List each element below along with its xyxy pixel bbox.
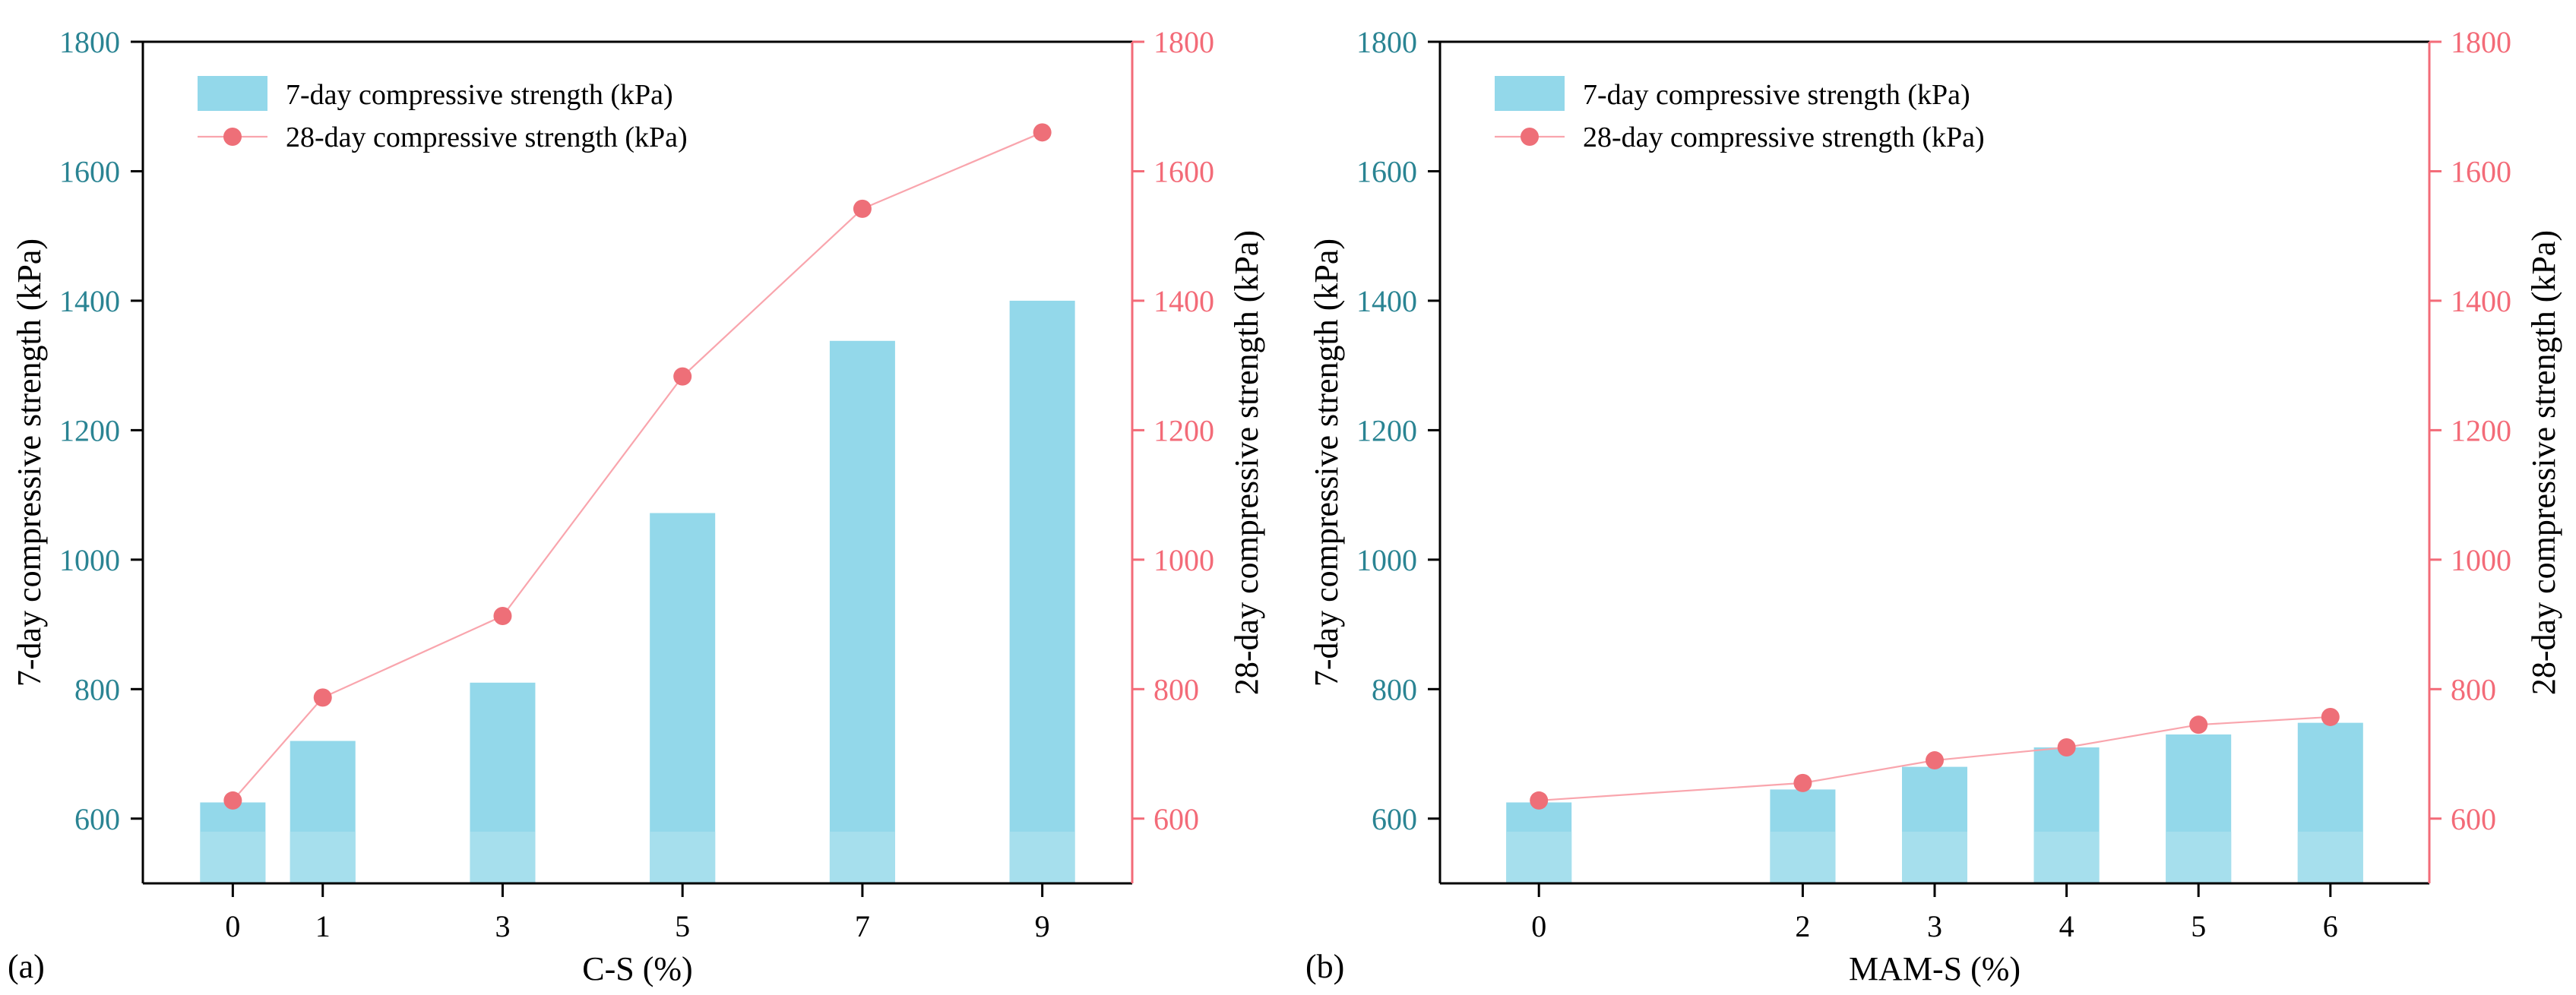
right-tick-label: 1000 [1154, 543, 1214, 577]
right-tick-label: 800 [1154, 672, 1199, 706]
bar-base [200, 832, 266, 883]
bar-base [1770, 832, 1836, 883]
left-tick-label: 800 [1372, 672, 1417, 706]
legend-label-7-day: 7-day compressive strength (kPa) [1583, 79, 1970, 111]
x-tick-label: 0 [1531, 909, 1546, 943]
legend: 7-day compressive strength (kPa) 28-day c… [198, 76, 688, 153]
panel-label: (b) [1305, 948, 1344, 985]
left-tick-label: 1200 [59, 413, 120, 447]
x-axis-title: MAM-S (%) [1849, 950, 2021, 987]
left-tick-label: 1400 [1356, 284, 1417, 318]
bar-base [650, 832, 716, 883]
right-tick-label: 1400 [1154, 284, 1214, 318]
data-point [2189, 715, 2208, 734]
left-tick-label: 800 [74, 672, 120, 706]
bar-base [2297, 832, 2363, 883]
bar-base [470, 832, 536, 883]
x-tick-label: 2 [1795, 909, 1810, 943]
right-tick-label: 1200 [1154, 413, 1214, 447]
left-tick-label: 1400 [59, 284, 120, 318]
left-tick-label: 600 [74, 802, 120, 836]
legend-label-7-day: 7-day compressive strength (kPa) [286, 79, 673, 111]
right-tick-label: 600 [1154, 802, 1199, 836]
bar-base [2033, 832, 2100, 883]
legend-label-28-day: 28-day compressive strength (kPa) [286, 122, 688, 153]
left-tick-label: 1600 [59, 154, 120, 188]
left-tick-label: 1800 [1356, 25, 1417, 59]
data-point [313, 688, 332, 707]
data-point [1793, 773, 1812, 792]
right-tick-label: 1600 [1154, 154, 1214, 188]
right-tick-label: 1400 [2451, 284, 2511, 318]
left-tick-label: 1000 [59, 543, 120, 577]
x-tick-label: 6 [2323, 909, 2338, 943]
left-tick-label: 1600 [1356, 154, 1417, 188]
left-tick-label: 1000 [1356, 543, 1417, 577]
y-axis-right-title: 28-day compressive strength (kPa) [2525, 230, 2562, 695]
y-axis-left-title: 7-day compressive strength (kPa) [1308, 238, 1345, 687]
x-tick-label: 5 [2191, 909, 2206, 943]
right-tick-label: 800 [2451, 672, 2496, 706]
data-point [673, 367, 692, 386]
legend: 7-day compressive strength (kPa) 28-day c… [1495, 76, 1985, 153]
right-tick-label: 1200 [2451, 413, 2511, 447]
left-tick-label: 1800 [59, 25, 120, 59]
legend-bar-swatch [198, 76, 267, 111]
bar-base [1902, 832, 1967, 883]
data-point [493, 606, 512, 625]
bar [829, 340, 895, 884]
data-point [853, 199, 872, 218]
bar-base [1009, 832, 1075, 883]
x-tick-label: 7 [855, 909, 870, 943]
right-tick-label: 1800 [1154, 25, 1214, 59]
right-tick-label: 1600 [2451, 154, 2511, 188]
bar [1009, 300, 1075, 883]
x-axis-title: C-S (%) [582, 950, 692, 987]
left-tick-label: 1200 [1356, 413, 1417, 447]
data-point [223, 791, 242, 810]
legend-label-28-day: 28-day compressive strength (kPa) [1583, 122, 1985, 153]
chart-panel-a: 600 600 800 800 1000 1000 1200 1200 1400 1400 1600… [8, 25, 1265, 987]
right-tick-label: 1800 [2451, 25, 2511, 59]
x-tick-label: 5 [675, 909, 690, 943]
data-point [2057, 738, 2076, 757]
y-axis-right-title: 28-day compressive strength (kPa) [1228, 230, 1265, 695]
x-tick-label: 3 [1927, 909, 1942, 943]
series-line-28-day [1539, 715, 2331, 802]
x-tick-label: 3 [495, 909, 510, 943]
data-point [1926, 751, 1944, 770]
bar-base [829, 832, 895, 883]
bar-base [290, 832, 356, 883]
legend-marker-swatch [1521, 128, 1539, 146]
legend-bar-swatch [1495, 76, 1565, 111]
bar-base [2166, 832, 2232, 883]
legend-marker-swatch [223, 128, 242, 146]
panel-label: (a) [8, 948, 45, 985]
data-point [2321, 707, 2340, 726]
left-tick-label: 600 [1372, 802, 1417, 836]
bar [650, 513, 716, 883]
right-tick-label: 1000 [2451, 543, 2511, 577]
right-tick-label: 600 [2451, 802, 2496, 836]
chart-panel-b: 600 600 800 800 1000 1000 1200 1200 1400 1400 1600… [1305, 25, 2562, 987]
y-axis-left-title: 7-day compressive strength (kPa) [11, 238, 48, 687]
data-point [1033, 123, 1052, 142]
bar-base [1506, 832, 1572, 883]
x-tick-label: 4 [2059, 909, 2074, 943]
x-tick-label: 1 [315, 909, 331, 943]
x-tick-label: 0 [225, 909, 240, 943]
data-point [1530, 791, 1549, 810]
x-tick-label: 9 [1035, 909, 1050, 943]
series-line-28-day [232, 131, 1043, 801]
